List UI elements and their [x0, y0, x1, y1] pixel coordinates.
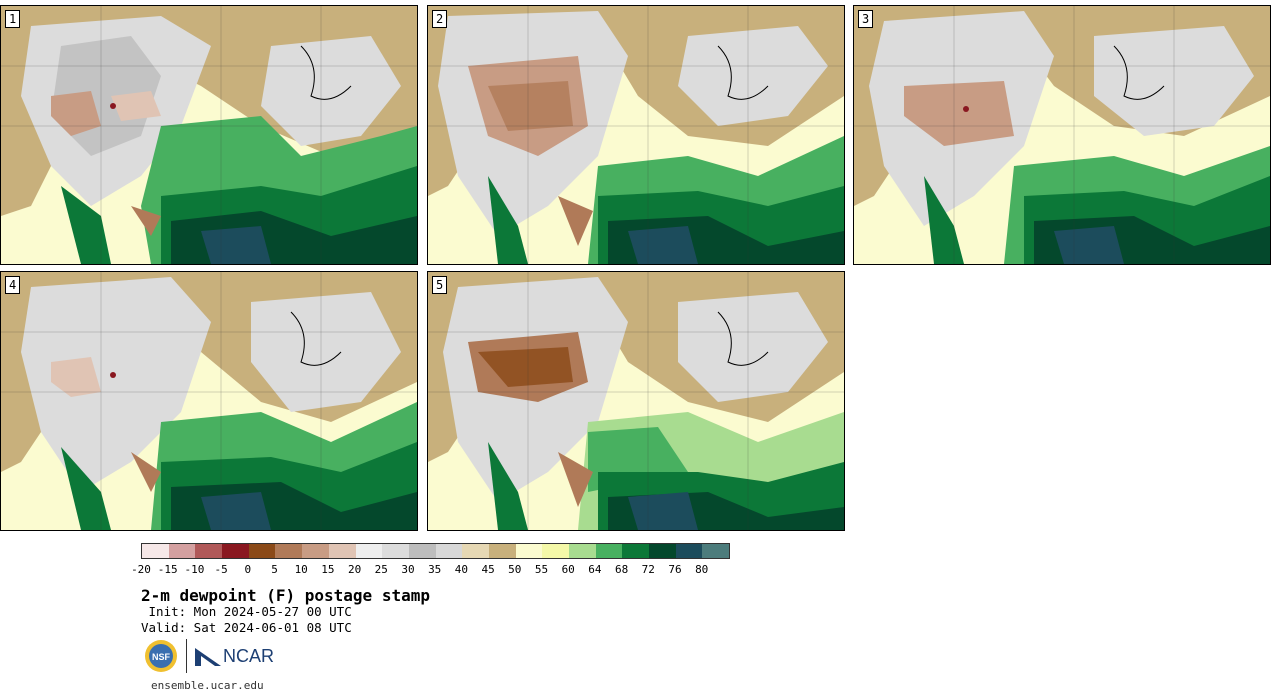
- colorbar-tick-label: 80: [695, 563, 709, 576]
- ensemble-member-map-2: 2: [427, 5, 845, 265]
- colorbar-tick-label: 25: [374, 563, 388, 576]
- colorbar-tick-label: 5: [271, 563, 278, 576]
- dewpoint-map-2: [428, 6, 844, 264]
- colorbar-tick-label: -15: [157, 563, 178, 576]
- dewpoint-map-1: [1, 6, 417, 264]
- colorbar-cell: [222, 544, 249, 558]
- colorbar-cell: [142, 544, 169, 558]
- colorbar-cell: [702, 544, 730, 558]
- colorbar-tick-label: 60: [561, 563, 575, 576]
- colorbar-tick-label: 68: [614, 563, 629, 576]
- colorbar-tick-label: 64: [588, 563, 602, 576]
- colorbar-cell: [302, 544, 329, 558]
- panel-number-label: 3: [858, 10, 874, 28]
- colorbar-cell: [195, 544, 223, 558]
- colorbar-cell: [355, 544, 383, 558]
- ncar-logo: NCAR: [195, 646, 274, 667]
- nsf-logo-text: NSF: [152, 652, 171, 662]
- colorbar-tick-label: -5: [214, 563, 228, 576]
- colorbar-tick-label: 30: [401, 563, 415, 576]
- colorbar-cell: [408, 544, 436, 558]
- panel-number-label: 1: [5, 10, 21, 28]
- colorbar-cell: [435, 544, 463, 558]
- colorbar-cell: [488, 544, 516, 558]
- ensemble-member-map-1: 1: [0, 5, 418, 265]
- colorbar-tick-label: 76: [668, 563, 682, 576]
- colorbar-cell: [328, 544, 356, 558]
- colorbar-tick-label: 35: [428, 563, 442, 576]
- colorbar-cell: [542, 544, 569, 558]
- nsf-logo-icon: NSF: [145, 640, 177, 672]
- colorbar-cell: [248, 544, 276, 558]
- logo-divider: [186, 639, 187, 673]
- ncar-mark-icon: [195, 648, 221, 666]
- colorbar-cell: [595, 544, 623, 558]
- colorbar-tick-label: 50: [508, 563, 522, 576]
- site-url[interactable]: ensemble.ucar.edu: [151, 679, 264, 692]
- colorbar-cell: [462, 544, 489, 558]
- colorbar-tick-label: 55: [534, 563, 549, 576]
- logos: NSF NCAR: [144, 638, 274, 674]
- dewpoint-map-5: [428, 272, 844, 530]
- colorbar-tick-label: 20: [347, 563, 362, 576]
- colorbar-tick-label: 45: [481, 563, 495, 576]
- colorbar-tick-label: 72: [641, 563, 655, 576]
- colorbar-cell: [649, 544, 676, 558]
- colorbar-cell: [622, 544, 650, 558]
- colorbar-cell: [515, 544, 543, 558]
- colorbar-cell: [275, 544, 303, 558]
- dewpoint-map-3: [854, 6, 1270, 264]
- valid-time: Valid: Sat 2024-06-01 08 UTC: [141, 620, 352, 635]
- ensemble-member-map-4: 4: [0, 271, 418, 531]
- colorbar-tick-label: -10: [184, 563, 205, 576]
- panel-number-label: 2: [432, 10, 448, 28]
- colorbar-cell: [569, 544, 596, 558]
- panel-number-label: 4: [5, 276, 21, 294]
- colorbar-cell: [382, 544, 409, 558]
- colorbar-tick-label: 0: [244, 563, 252, 576]
- colorbar-cell: [675, 544, 703, 558]
- colorbar-tick-label: 15: [321, 563, 335, 576]
- colorbar-cell: [168, 544, 196, 558]
- panel-number-label: 5: [432, 276, 448, 294]
- dewpoint-map-4: [1, 272, 417, 530]
- figure-title: 2-m dewpoint (F) postage stamp: [141, 586, 430, 605]
- ensemble-member-map-5: 5: [427, 271, 845, 531]
- init-time: Init: Mon 2024-05-27 00 UTC: [141, 604, 352, 619]
- colorbar-tick-label: -20: [131, 563, 151, 576]
- dewpoint-colorbar: [141, 543, 731, 559]
- colorbar-tick-label: 10: [294, 563, 308, 576]
- ncar-logo-text: NCAR: [223, 645, 275, 666]
- ensemble-member-map-3: 3: [853, 5, 1271, 265]
- colorbar-tick-label: 40: [454, 563, 469, 576]
